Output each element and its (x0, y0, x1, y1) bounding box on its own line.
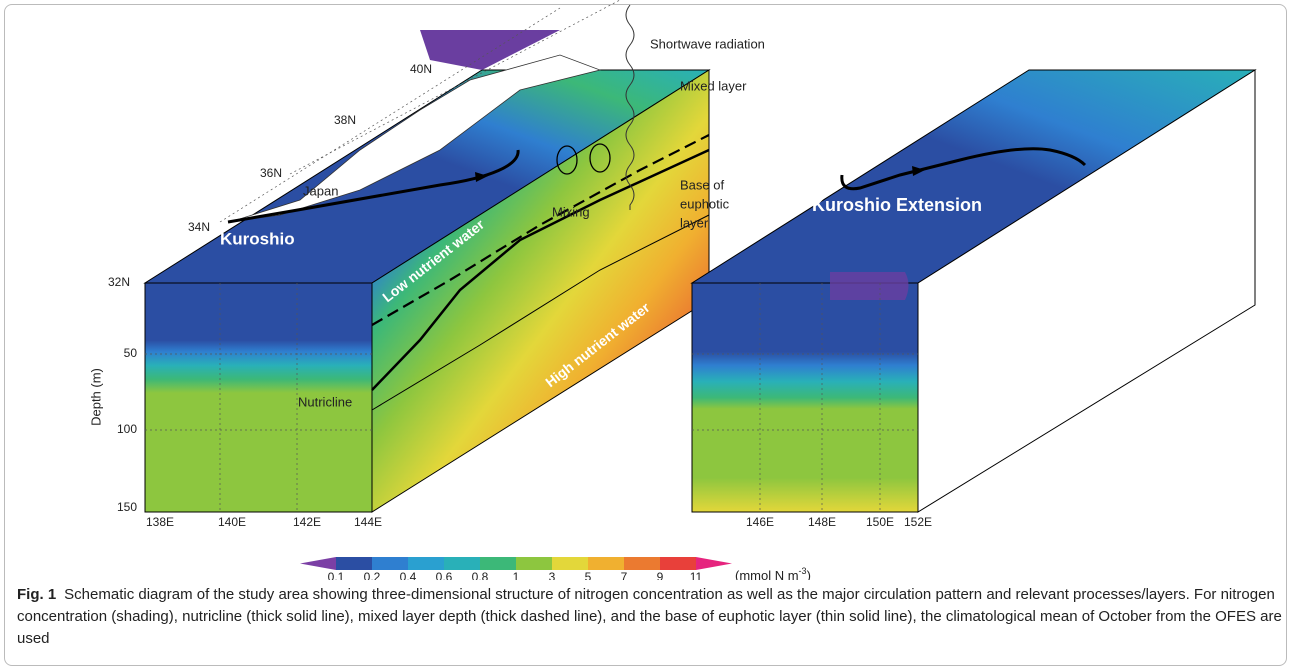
arrow (475, 172, 488, 182)
colorbar-segment (660, 557, 696, 570)
lat-label: 38N (334, 113, 356, 127)
purple-patch (830, 272, 909, 300)
colorbar-end (300, 557, 336, 570)
label-japan: Japan (303, 183, 338, 198)
label-euphotic: euphotic (680, 196, 730, 211)
label-mixing: Mixing (552, 204, 590, 219)
lat-label: 36N (260, 166, 282, 180)
colorbar-segment (552, 557, 588, 570)
label-kuroshio-extension: Kuroshio Extension (812, 195, 982, 215)
euphotic-line (371, 214, 710, 411)
caption-text: Schematic diagram of the study area show… (17, 586, 1282, 647)
lon-tick: 140E (218, 515, 246, 529)
grid (145, 0, 621, 512)
label-nutricline: Nutricline (298, 394, 352, 409)
unit: (mmol N m (735, 568, 799, 580)
colorbar-tick: 0.6 (436, 570, 453, 580)
colorbar-segment (480, 557, 516, 570)
label-euphotic: layer (680, 215, 709, 230)
mixed-layer-line (371, 134, 710, 326)
map-sea (420, 30, 560, 70)
label-mixed-layer: Mixed layer (680, 78, 747, 93)
arrow (912, 166, 925, 176)
front-face (691, 282, 919, 513)
lat-label: 34N (188, 220, 210, 234)
colorbar-segment (408, 557, 444, 570)
unit-sup: -3 (799, 566, 807, 576)
colorbar-tick: 0.4 (400, 570, 417, 580)
colorbar-end (696, 557, 732, 570)
colorbar-tick: 3 (549, 570, 556, 580)
colorbar-segment (588, 557, 624, 570)
colorbar-tick: 9 (657, 570, 664, 580)
colorbar-tick: 0.1 (328, 570, 345, 580)
lon-tick: 138E (146, 515, 174, 529)
lon-tick: 146E (746, 515, 774, 529)
depth-tick: 100 (117, 422, 137, 436)
depth-tick: 50 (124, 346, 138, 360)
caption-label: Fig. 1 (17, 586, 57, 603)
colorbar-tick: 7 (621, 570, 628, 580)
lon-tick: 148E (808, 515, 836, 529)
colorbar-segment (516, 557, 552, 570)
lon-tick: 144E (354, 515, 382, 529)
colorbar-segment (444, 557, 480, 570)
colorbar-segment (372, 557, 408, 570)
label-euphotic: Base of (680, 177, 724, 192)
grid (692, 283, 918, 512)
colorbar-tick: 0.2 (364, 570, 381, 580)
mixing-eddies (556, 143, 611, 175)
nutricline-line (371, 148, 710, 391)
depth-label: Depth (m) (88, 368, 103, 426)
label-shortwave: Shortwave radiation (650, 36, 765, 51)
lon-tick: 152E (904, 515, 932, 529)
figure-frame (4, 4, 1287, 666)
japan-land (229, 54, 602, 223)
colorbar-tick: 5 (585, 570, 592, 580)
colorbar-unit: (mmol N m-3) (735, 566, 811, 580)
colorbar-segment (624, 557, 660, 570)
lon-tick: 142E (293, 515, 321, 529)
colorbar-segment (336, 557, 372, 570)
caption: Fig. 1 Schematic diagram of the study are… (17, 584, 1282, 650)
front-face (144, 282, 373, 513)
unit-end: ) (807, 568, 811, 580)
shortwave-line (625, 4, 635, 210)
label-kuroshio: Kuroshio (220, 229, 295, 248)
colorbar: 0.1 0.2 0.4 0.6 0.8 1 3 5 7 9 11 (300, 557, 732, 580)
kuroshio-ext-path (840, 147, 1087, 191)
lat-label: 40N (410, 62, 432, 76)
colorbar-tick: 11 (690, 570, 703, 580)
lat-label: 32N (108, 275, 130, 289)
lon-tick: 150E (866, 515, 894, 529)
kuroshio-path (227, 149, 520, 224)
figure: 32N 34N 36N 38N 40N Depth (m) 50 100 150… (88, 0, 1257, 580)
colorbar-tick: 1 (513, 570, 520, 580)
colorbar-tick: 0.8 (472, 570, 489, 580)
depth-tick: 150 (117, 500, 137, 514)
